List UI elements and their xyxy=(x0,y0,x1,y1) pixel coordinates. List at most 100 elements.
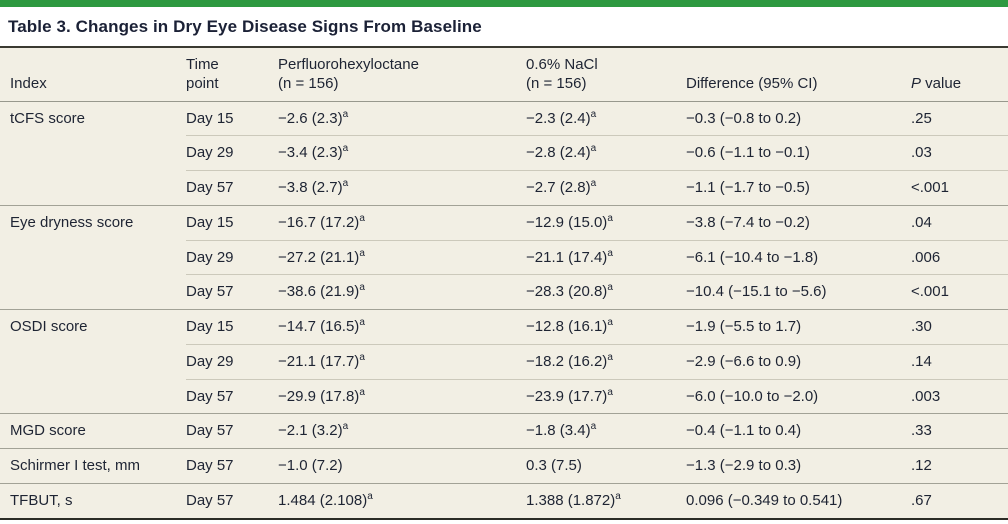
table-row: Eye dryness score Day 15 −16.7 (17.2)a −12.… xyxy=(0,204,1008,310)
table-row: OSDI score Day 15 −14.7 (16.5)a −12.8 (16.1… xyxy=(0,308,1008,414)
cell-perfluorohexyloctane: −14.7 (16.5)a xyxy=(278,309,526,345)
cell-perfluorohexyloctane: 1.484 (2.108)a xyxy=(278,482,526,519)
cell-time-point: Day 57 xyxy=(186,274,278,310)
cell-perfluorohexyloctane: −29.9 (17.8)a xyxy=(278,378,526,414)
col-header-nacl: 0.6% NaCl (n = 156) xyxy=(526,47,686,102)
footnote-marker: a xyxy=(359,317,365,328)
col-header-index: Index xyxy=(0,47,186,102)
cell-difference: −0.4 (−1.1 to 0.4) xyxy=(686,413,911,449)
footnote-marker: a xyxy=(342,421,349,433)
cell-p-value: .33 xyxy=(911,413,1008,449)
footnote-marker: a xyxy=(590,108,597,120)
footnote-marker: a xyxy=(590,178,597,189)
cell-time-point: Day 29 xyxy=(186,135,278,171)
footnote-marker: a xyxy=(590,143,597,155)
cell-time-point: Day 57 xyxy=(186,413,278,449)
col-header-time-point: Time point xyxy=(186,47,278,102)
cell-time-point: Day 29 xyxy=(186,239,278,275)
cell-nacl: −12.8 (16.1)a xyxy=(526,309,686,345)
cell-nacl: −2.7 (2.8)a xyxy=(526,170,686,206)
footnote-marker: a xyxy=(359,282,365,294)
cell-nacl: 0.3 (7.5) xyxy=(526,448,686,484)
cell-p-value: <.001 xyxy=(911,170,1008,206)
cell-p-value: <.001 xyxy=(911,274,1008,310)
table-title: Table 3. Changes in Dry Eye Disease Sign… xyxy=(8,17,482,36)
table-row: TFBUT, s Day 57 1.484 (2.108)a 1.388 (1.872… xyxy=(0,482,1008,519)
cell-time-point: Day 57 xyxy=(186,448,278,484)
cell-difference: 0.096 (−0.349 to 0.541) xyxy=(686,482,911,519)
footnote-marker: a xyxy=(359,386,365,398)
cell-perfluorohexyloctane: −3.8 (2.7)a xyxy=(278,170,526,206)
row-index-label: TFBUT, s xyxy=(0,482,186,519)
cell-nacl: −28.3 (20.8)a xyxy=(526,274,686,310)
table-body: tCFS score Day 15 −2.6 (2.3)a −2.3 (2.4)a −0… xyxy=(0,100,1008,519)
footnote-marker: a xyxy=(359,247,365,259)
cell-time-point: Day 57 xyxy=(186,378,278,414)
col-header-difference: Difference (95% CI) xyxy=(686,47,911,102)
cell-difference: −6.0 (−10.0 to −2.0) xyxy=(686,378,911,414)
cell-p-value: .12 xyxy=(911,448,1008,484)
cell-difference: −1.9 (−5.5 to 1.7) xyxy=(686,309,911,345)
cell-p-value: .006 xyxy=(911,239,1008,275)
cell-p-value: .04 xyxy=(911,204,1008,240)
footnote-marker: a xyxy=(342,108,349,120)
accent-bar xyxy=(0,0,1008,7)
cell-p-value: .03 xyxy=(911,135,1008,171)
cell-difference: −1.1 (−1.7 to −0.5) xyxy=(686,170,911,206)
cell-time-point: Day 57 xyxy=(186,482,278,519)
col-header-perfluorohexyloctane: Perfluorohexyloctane (n = 156) xyxy=(278,47,526,102)
cell-perfluorohexyloctane: −3.4 (2.3)a xyxy=(278,135,526,171)
cell-difference: −6.1 (−10.4 to −1.8) xyxy=(686,239,911,275)
cell-perfluorohexyloctane: −38.6 (21.9)a xyxy=(278,274,526,310)
cell-nacl: −21.1 (17.4)a xyxy=(526,239,686,275)
cell-time-point: Day 15 xyxy=(186,204,278,240)
footnote-marker: a xyxy=(607,317,613,328)
table-row: tCFS score Day 15 −2.6 (2.3)a −2.3 (2.4)a −0… xyxy=(0,100,1008,206)
cell-time-point: Day 57 xyxy=(186,170,278,206)
cell-time-point: Day 29 xyxy=(186,343,278,379)
cell-nacl: −23.9 (17.7)a xyxy=(526,378,686,414)
cell-p-value: .003 xyxy=(911,378,1008,414)
table-row: Schirmer I test, mm Day 57 −1.0 (7.2) 0.3 (… xyxy=(0,448,1008,484)
cell-time-point: Day 15 xyxy=(186,100,278,136)
table-row: MGD score Day 57 −2.1 (3.2)a −1.8 (3.4)a −0.… xyxy=(0,413,1008,449)
cell-perfluorohexyloctane: −1.0 (7.2) xyxy=(278,448,526,484)
footnote-marker: a xyxy=(607,282,613,294)
cell-nacl: 1.388 (1.872)a xyxy=(526,482,686,519)
cell-nacl: −1.8 (3.4)a xyxy=(526,413,686,449)
footnote-marker: a xyxy=(607,351,613,363)
row-index-label: Eye dryness score xyxy=(0,204,186,310)
header-row: Index Time point Perfluorohexyloctane (n… xyxy=(0,47,1008,102)
footnote-marker: a xyxy=(367,490,373,502)
cell-difference: −2.9 (−6.6 to 0.9) xyxy=(686,343,911,379)
dry-eye-signs-table: Index Time point Perfluorohexyloctane (n… xyxy=(0,46,1008,520)
cell-nacl: −2.8 (2.4)a xyxy=(526,135,686,171)
cell-p-value: .25 xyxy=(911,100,1008,136)
cell-perfluorohexyloctane: −21.1 (17.7)a xyxy=(278,343,526,379)
cell-nacl: −2.3 (2.4)a xyxy=(526,100,686,136)
cell-perfluorohexyloctane: −2.6 (2.3)a xyxy=(278,100,526,136)
row-index-label: OSDI score xyxy=(0,308,186,414)
footnote-marker: a xyxy=(590,421,597,433)
cell-difference: −1.3 (−2.9 to 0.3) xyxy=(686,448,911,484)
table-row: Day 57 −3.8 (2.7)a −2.7 (2.8)a −1.1 (−1.7 t… xyxy=(0,170,1008,206)
row-index-label: tCFS score xyxy=(0,100,186,206)
cell-difference: −0.3 (−0.8 to 0.2) xyxy=(686,100,911,136)
cell-perfluorohexyloctane: −2.1 (3.2)a xyxy=(278,413,526,449)
cell-difference: −10.4 (−15.1 to −5.6) xyxy=(686,274,911,310)
footnote-marker: a xyxy=(615,490,621,502)
cell-p-value: .30 xyxy=(911,309,1008,345)
table-row: Day 29 −21.1 (17.7)a −18.2 (16.2)a −2.9 (−6… xyxy=(0,343,1008,379)
col-header-p-value: P value xyxy=(911,47,1008,102)
table-row: Day 29 −27.2 (21.1)a −21.1 (17.4)a −6.1 (−1… xyxy=(0,239,1008,275)
cell-difference: −3.8 (−7.4 to −0.2) xyxy=(686,204,911,240)
footnote-marker: a xyxy=(359,351,365,363)
table-row: Day 57 −29.9 (17.8)a −23.9 (17.7)a −6.0 (−1… xyxy=(0,378,1008,414)
cell-p-value: .67 xyxy=(911,482,1008,519)
cell-nacl: −18.2 (16.2)a xyxy=(526,343,686,379)
row-index-label: Schirmer I test, mm xyxy=(0,448,186,484)
footnote-marker: a xyxy=(607,212,613,224)
cell-nacl: −12.9 (15.0)a xyxy=(526,204,686,240)
cell-time-point: Day 15 xyxy=(186,309,278,345)
